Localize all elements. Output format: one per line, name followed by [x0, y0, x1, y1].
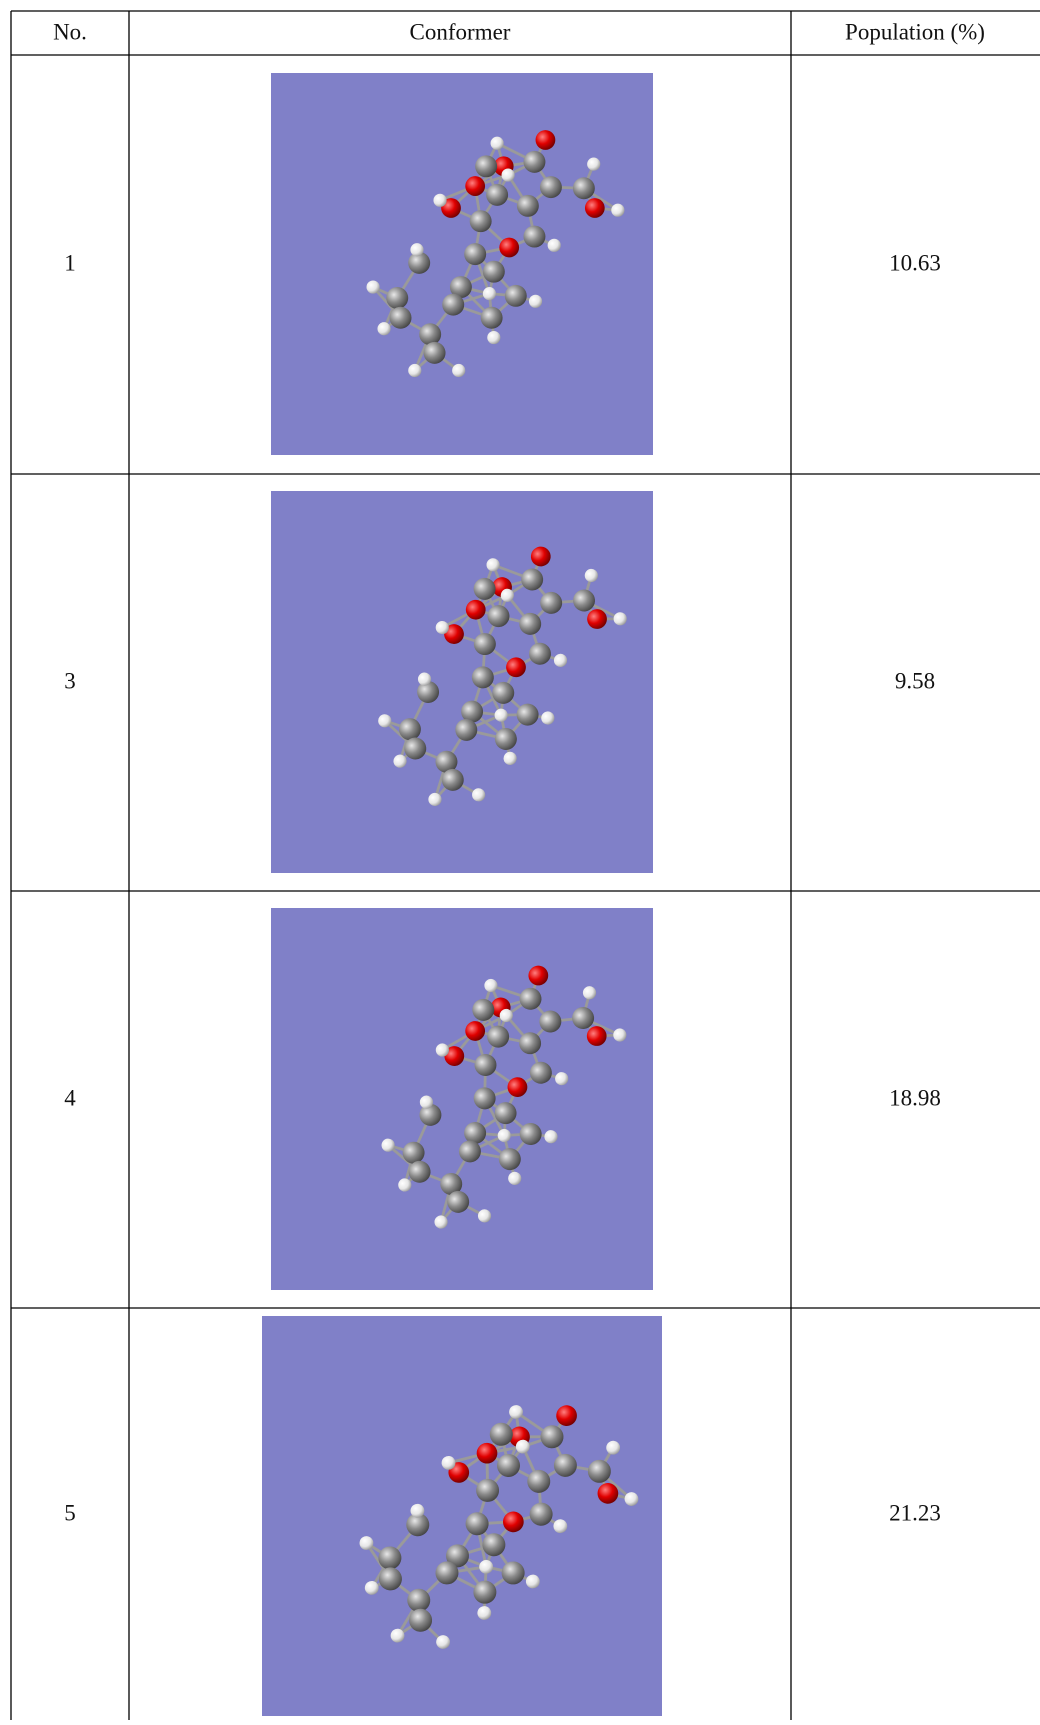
- column-header: Conformer: [410, 19, 511, 44]
- conformer-image: [271, 73, 653, 455]
- conformer-image: [271, 908, 653, 1290]
- column-header: No.: [53, 19, 87, 44]
- conformer-image: [262, 1316, 662, 1716]
- row-number: 3: [64, 668, 76, 693]
- population: 10.63: [889, 250, 941, 275]
- population: 21.23: [889, 1500, 941, 1525]
- column-header: Population (%): [845, 19, 985, 44]
- row-number: 5: [64, 1500, 76, 1525]
- population: 18.98: [889, 1085, 941, 1110]
- row-number: 1: [64, 250, 76, 275]
- conformer-table: No. Conformer Population (%) 1 10.63 3 9…: [0, 0, 1040, 1720]
- population: 9.58: [895, 668, 935, 693]
- conformer-image: [271, 491, 653, 873]
- row-number: 4: [64, 1085, 76, 1110]
